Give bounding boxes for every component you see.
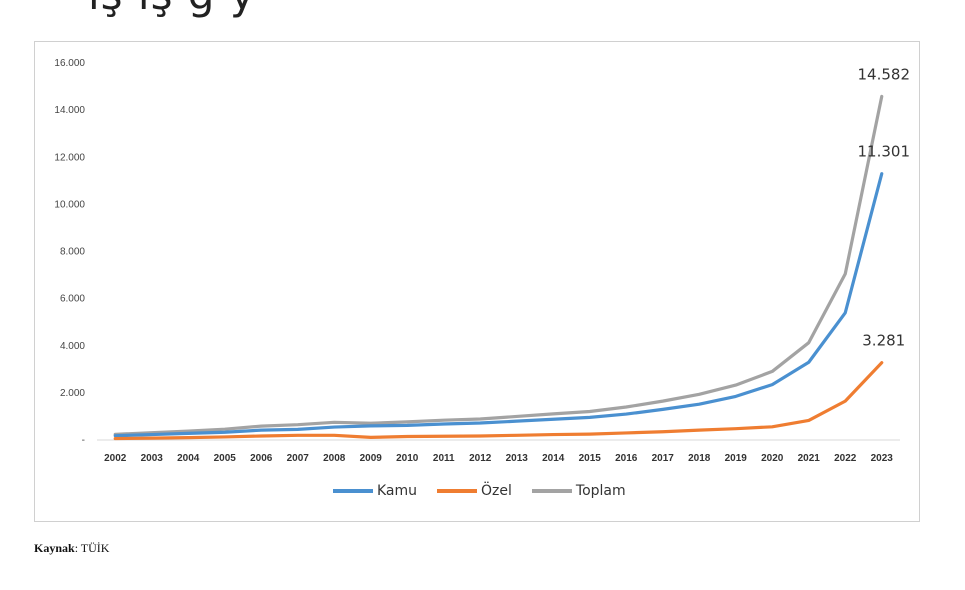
- page-title-area: ış ış g y: [0, 0, 965, 30]
- x-tick-label: 2012: [469, 453, 492, 464]
- legend-label-toplam: Toplam: [575, 483, 626, 499]
- y-tick-label: -: [82, 435, 85, 446]
- legend: Kamu Özel Toplam: [333, 483, 646, 499]
- x-tick-label: 2003: [141, 453, 164, 464]
- x-tick-label: 2014: [542, 453, 565, 464]
- source-value: : TÜİK: [74, 541, 110, 555]
- x-tick-label: 2016: [615, 453, 638, 464]
- x-tick-label: 2022: [834, 453, 857, 464]
- y-tick-label: 12.000: [54, 152, 85, 163]
- x-tick-label: 2023: [871, 453, 894, 464]
- series-line-ozel: [113, 361, 884, 441]
- page-title: ış ış g y: [88, 0, 256, 19]
- series-line-kamu: [113, 172, 884, 438]
- y-tick-label: 2.000: [60, 388, 85, 399]
- legend-label-kamu: Kamu: [377, 483, 418, 499]
- chart-frame: [34, 41, 920, 522]
- x-tick-label: 2005: [214, 453, 237, 464]
- y-tick-label: 10.000: [54, 199, 85, 210]
- y-tick-label: 16.000: [54, 58, 85, 69]
- x-tick-label: 2021: [798, 453, 821, 464]
- y-tick-label: 14.000: [54, 105, 85, 116]
- legend-swatch-toplam: [531, 489, 572, 493]
- legend-item-ozel: Özel: [437, 483, 512, 499]
- end-label-ozel: 3.281: [862, 332, 905, 350]
- x-tick-label: 2011: [433, 453, 455, 464]
- x-tick-label: 2006: [250, 453, 273, 464]
- source-label: Kaynak: [34, 541, 75, 555]
- end-label-toplam: 14.582: [858, 65, 911, 83]
- x-tick-label: 2004: [177, 453, 200, 464]
- data-labels: 11.301 3.281 14.582: [858, 65, 911, 349]
- legend-item-toplam: Toplam: [531, 483, 626, 499]
- source-note: Kaynak: TÜİK: [34, 541, 109, 556]
- x-tick-label: 2010: [396, 453, 419, 464]
- x-tick-label: 2007: [287, 453, 310, 464]
- y-tick-label: 8.000: [60, 247, 85, 258]
- y-tick-label: 6.000: [60, 294, 85, 305]
- series-line-toplam: [113, 94, 884, 436]
- end-label-kamu: 11.301: [858, 143, 911, 161]
- x-tick-label: 2018: [688, 453, 711, 464]
- legend-label-ozel: Özel: [481, 483, 512, 499]
- legend-swatch-kamu: [333, 489, 373, 493]
- x-tick-label: 2019: [725, 453, 748, 464]
- legend-swatch-ozel: [437, 489, 478, 493]
- x-tick-label: 2015: [579, 453, 602, 464]
- legend-item-kamu: Kamu: [333, 483, 417, 499]
- x-tick-label: 2013: [506, 453, 529, 464]
- x-tick-label: 2020: [761, 453, 784, 464]
- axes: - 2.000 4.000 6.000 8.000 10.000 12.000 14.000 1…: [54, 58, 900, 464]
- x-tick-label: 2017: [652, 453, 675, 464]
- series-layer: [113, 94, 884, 441]
- x-tick-label: 2009: [360, 453, 383, 464]
- y-tick-label: 4.000: [60, 341, 85, 352]
- x-tick-label: 2002: [104, 453, 127, 464]
- x-tick-label: 2008: [323, 453, 346, 464]
